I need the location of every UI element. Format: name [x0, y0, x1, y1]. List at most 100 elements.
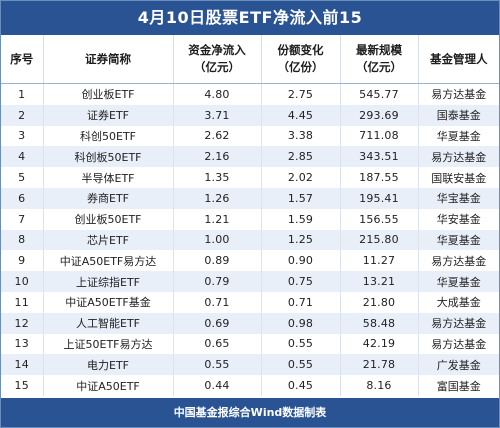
header-manager: 基金管理人	[417, 35, 499, 84]
table-row: 11 中证A50ETF基金 0.71 0.71 21.80 大成基金	[1, 291, 499, 313]
cell-fund-manager: 易方达基金	[417, 312, 499, 334]
header-share-change: 份额变化 （亿份）	[260, 35, 340, 84]
cell-latest-size: 343.51	[339, 146, 418, 168]
header-share-change-unit: （亿份）	[277, 60, 324, 74]
cell-fund-manager: 华安基金	[417, 208, 499, 230]
cell-net-inflow: 0.89	[172, 250, 261, 272]
cell-fund-manager: 易方达基金	[417, 146, 499, 168]
header-inflow: 资金净流入 （亿元）	[172, 35, 261, 84]
table-row: 6 券商ETF 1.26 1.57 195.41 华宝基金	[1, 187, 499, 209]
cell-net-inflow: 0.71	[172, 291, 261, 313]
cell-latest-size: 187.55	[339, 167, 418, 188]
header-row: 序号 证券简称 资金净流入 （亿元） 份额变化 （亿份） 最新规模 （亿元）	[1, 35, 499, 84]
cell-share-change: 2.02	[260, 167, 340, 188]
cell-share-change: 0.55	[260, 333, 340, 355]
cell-rank: 14	[1, 354, 43, 376]
cell-fund-manager: 易方达基金	[417, 250, 499, 272]
cell-rank: 12	[1, 312, 43, 334]
cell-share-change: 2.75	[260, 83, 340, 105]
cell-share-change: 0.75	[260, 271, 340, 292]
cell-net-inflow: 1.21	[172, 208, 261, 230]
cell-latest-size: 13.21	[339, 271, 418, 292]
header-name: 证券简称	[42, 35, 173, 84]
cell-net-inflow: 0.79	[172, 271, 261, 292]
cell-latest-size: 195.41	[339, 187, 418, 209]
cell-latest-size: 545.77	[339, 83, 418, 105]
table-row: 13 上证50ETF易方达 0.65 0.55 42.19 易方达基金	[1, 333, 499, 355]
cell-security-name: 半导体ETF	[42, 167, 173, 188]
cell-security-name: 科创50ETF	[42, 125, 173, 147]
cell-net-inflow: 3.71	[172, 104, 261, 126]
header-share-change-label: 份额变化	[277, 43, 324, 57]
table-row: 4 科创板50ETF 2.16 2.85 343.51 易方达基金	[1, 146, 499, 168]
cell-fund-manager: 大成基金	[417, 291, 499, 313]
cell-security-name: 科创板50ETF	[42, 146, 173, 168]
cell-security-name: 上证综指ETF	[42, 271, 173, 292]
cell-share-change: 3.38	[260, 125, 340, 147]
cell-security-name: 人工智能ETF	[42, 312, 173, 334]
cell-latest-size: 711.08	[339, 125, 418, 147]
cell-latest-size: 21.78	[339, 354, 418, 376]
cell-rank: 5	[1, 167, 43, 188]
cell-security-name: 券商ETF	[42, 187, 173, 209]
cell-rank: 2	[1, 104, 43, 126]
table-title: 4月10日股票ETF净流入前15	[1, 1, 499, 35]
header-size-label: 最新规模	[356, 43, 402, 57]
cell-rank: 4	[1, 146, 43, 168]
header-inflow-label: 资金净流入	[188, 43, 246, 57]
cell-rank: 8	[1, 229, 43, 251]
cell-share-change: 1.25	[260, 229, 340, 251]
cell-latest-size: 42.19	[339, 333, 418, 355]
cell-latest-size: 293.69	[339, 104, 418, 126]
cell-security-name: 电力ETF	[42, 354, 173, 376]
cell-share-change: 1.57	[260, 187, 340, 209]
cell-share-change: 0.71	[260, 291, 340, 313]
cell-security-name: 芯片ETF	[42, 229, 173, 251]
table-row: 3 科创50ETF 2.62 3.38 711.08 华夏基金	[1, 125, 499, 147]
cell-security-name: 中证A50ETF基金	[42, 291, 173, 313]
cell-share-change: 2.85	[260, 146, 340, 168]
table-row: 2 证券ETF 3.71 4.45 293.69 国泰基金	[1, 104, 499, 126]
table-body: 1 创业板ETF 4.80 2.75 545.77 易方达基金 2 证券ETF 3.71 4.45…	[1, 83, 499, 396]
cell-rank: 10	[1, 271, 43, 292]
cell-security-name: 证券ETF	[42, 104, 173, 126]
cell-rank: 15	[1, 375, 43, 396]
cell-fund-manager: 国联安基金	[417, 167, 499, 188]
cell-rank: 1	[1, 83, 43, 105]
table-row: 10 上证综指ETF 0.79 0.75 13.21 华夏基金	[1, 271, 499, 292]
cell-net-inflow: 0.55	[172, 354, 261, 376]
cell-share-change: 0.98	[260, 312, 340, 334]
cell-net-inflow: 0.44	[172, 375, 261, 396]
cell-rank: 7	[1, 208, 43, 230]
cell-rank: 13	[1, 333, 43, 355]
cell-share-change: 0.55	[260, 354, 340, 376]
header-rank: 序号	[1, 35, 43, 84]
cell-latest-size: 21.80	[339, 291, 418, 313]
table-row: 12 人工智能ETF 0.69 0.98 58.48 易方达基金	[1, 312, 499, 334]
table-row: 8 芯片ETF 1.00 1.25 215.80 华夏基金	[1, 229, 499, 251]
cell-fund-manager: 国泰基金	[417, 104, 499, 126]
cell-fund-manager: 华夏基金	[417, 271, 499, 292]
cell-share-change: 0.90	[260, 250, 340, 272]
table-source-note: 中国基金报综合Wind数据制表	[1, 398, 499, 427]
cell-share-change: 1.59	[260, 208, 340, 230]
table-row: 9 中证A50ETF易方达 0.89 0.90 11.27 易方达基金	[1, 250, 499, 272]
cell-net-inflow: 4.80	[172, 83, 261, 105]
cell-net-inflow: 1.00	[172, 229, 261, 251]
cell-fund-manager: 华夏基金	[417, 125, 499, 147]
cell-fund-manager: 华宝基金	[417, 187, 499, 209]
cell-net-inflow: 2.62	[172, 125, 261, 147]
cell-latest-size: 8.16	[339, 375, 418, 396]
cell-net-inflow: 0.69	[172, 312, 261, 334]
cell-security-name: 中证A50ETF	[42, 375, 173, 396]
cell-latest-size: 156.55	[339, 208, 418, 230]
cell-latest-size: 58.48	[339, 312, 418, 334]
cell-security-name: 创业板ETF	[42, 83, 173, 105]
cell-rank: 11	[1, 291, 43, 313]
cell-latest-size: 215.80	[339, 229, 418, 251]
cell-net-inflow: 2.16	[172, 146, 261, 168]
header-manager-label: 基金管理人	[430, 51, 488, 66]
header-name-label: 证券简称	[85, 51, 131, 66]
cell-fund-manager: 易方达基金	[417, 83, 499, 105]
cell-rank: 6	[1, 187, 43, 209]
